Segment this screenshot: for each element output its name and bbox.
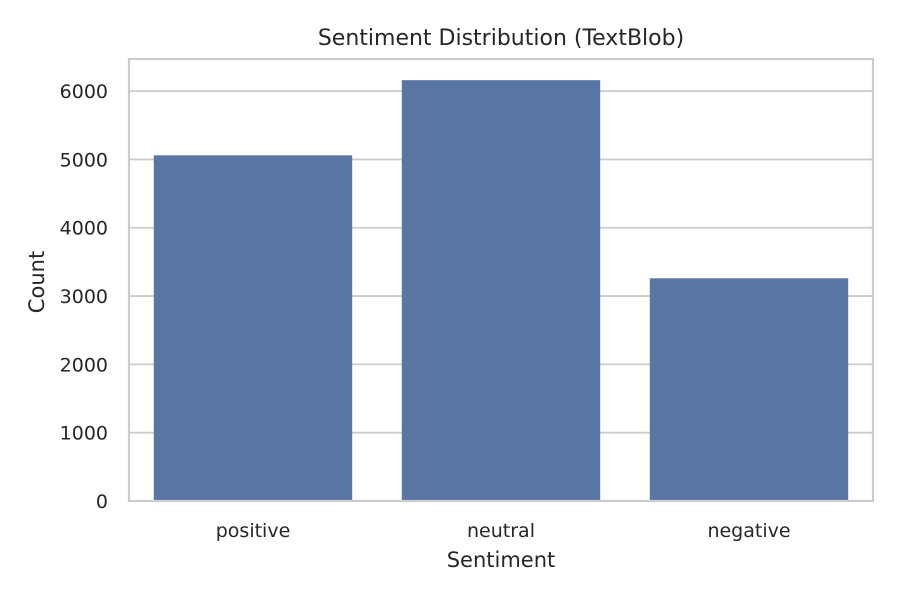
y-tick-label: 6000 [60,81,108,103]
y-tick-label: 1000 [60,423,108,445]
bar-positive [153,155,353,501]
x-tick-label-positive: positive [216,520,291,542]
x-axis-label: Sentiment [447,548,556,572]
bars [153,80,849,502]
y-tick-labels: 0 1000 2000 3000 4000 5000 6000 [60,81,108,513]
chart-title: Sentiment Distribution (TextBlob) [318,26,684,51]
x-tick-label-neutral: neutral [467,520,535,542]
y-tick-label: 3000 [60,286,108,308]
y-tick-label: 2000 [60,354,108,376]
y-tick-label: 4000 [60,218,108,240]
bar-negative [649,278,849,501]
x-tick-label-negative: negative [707,520,790,542]
y-axis-label: Count [25,251,49,313]
y-tick-label: 0 [96,491,108,513]
bar-neutral [401,80,601,502]
y-tick-label: 5000 [60,149,108,171]
x-tick-labels: positive neutral negative [216,520,791,542]
plot-frame [127,57,875,503]
